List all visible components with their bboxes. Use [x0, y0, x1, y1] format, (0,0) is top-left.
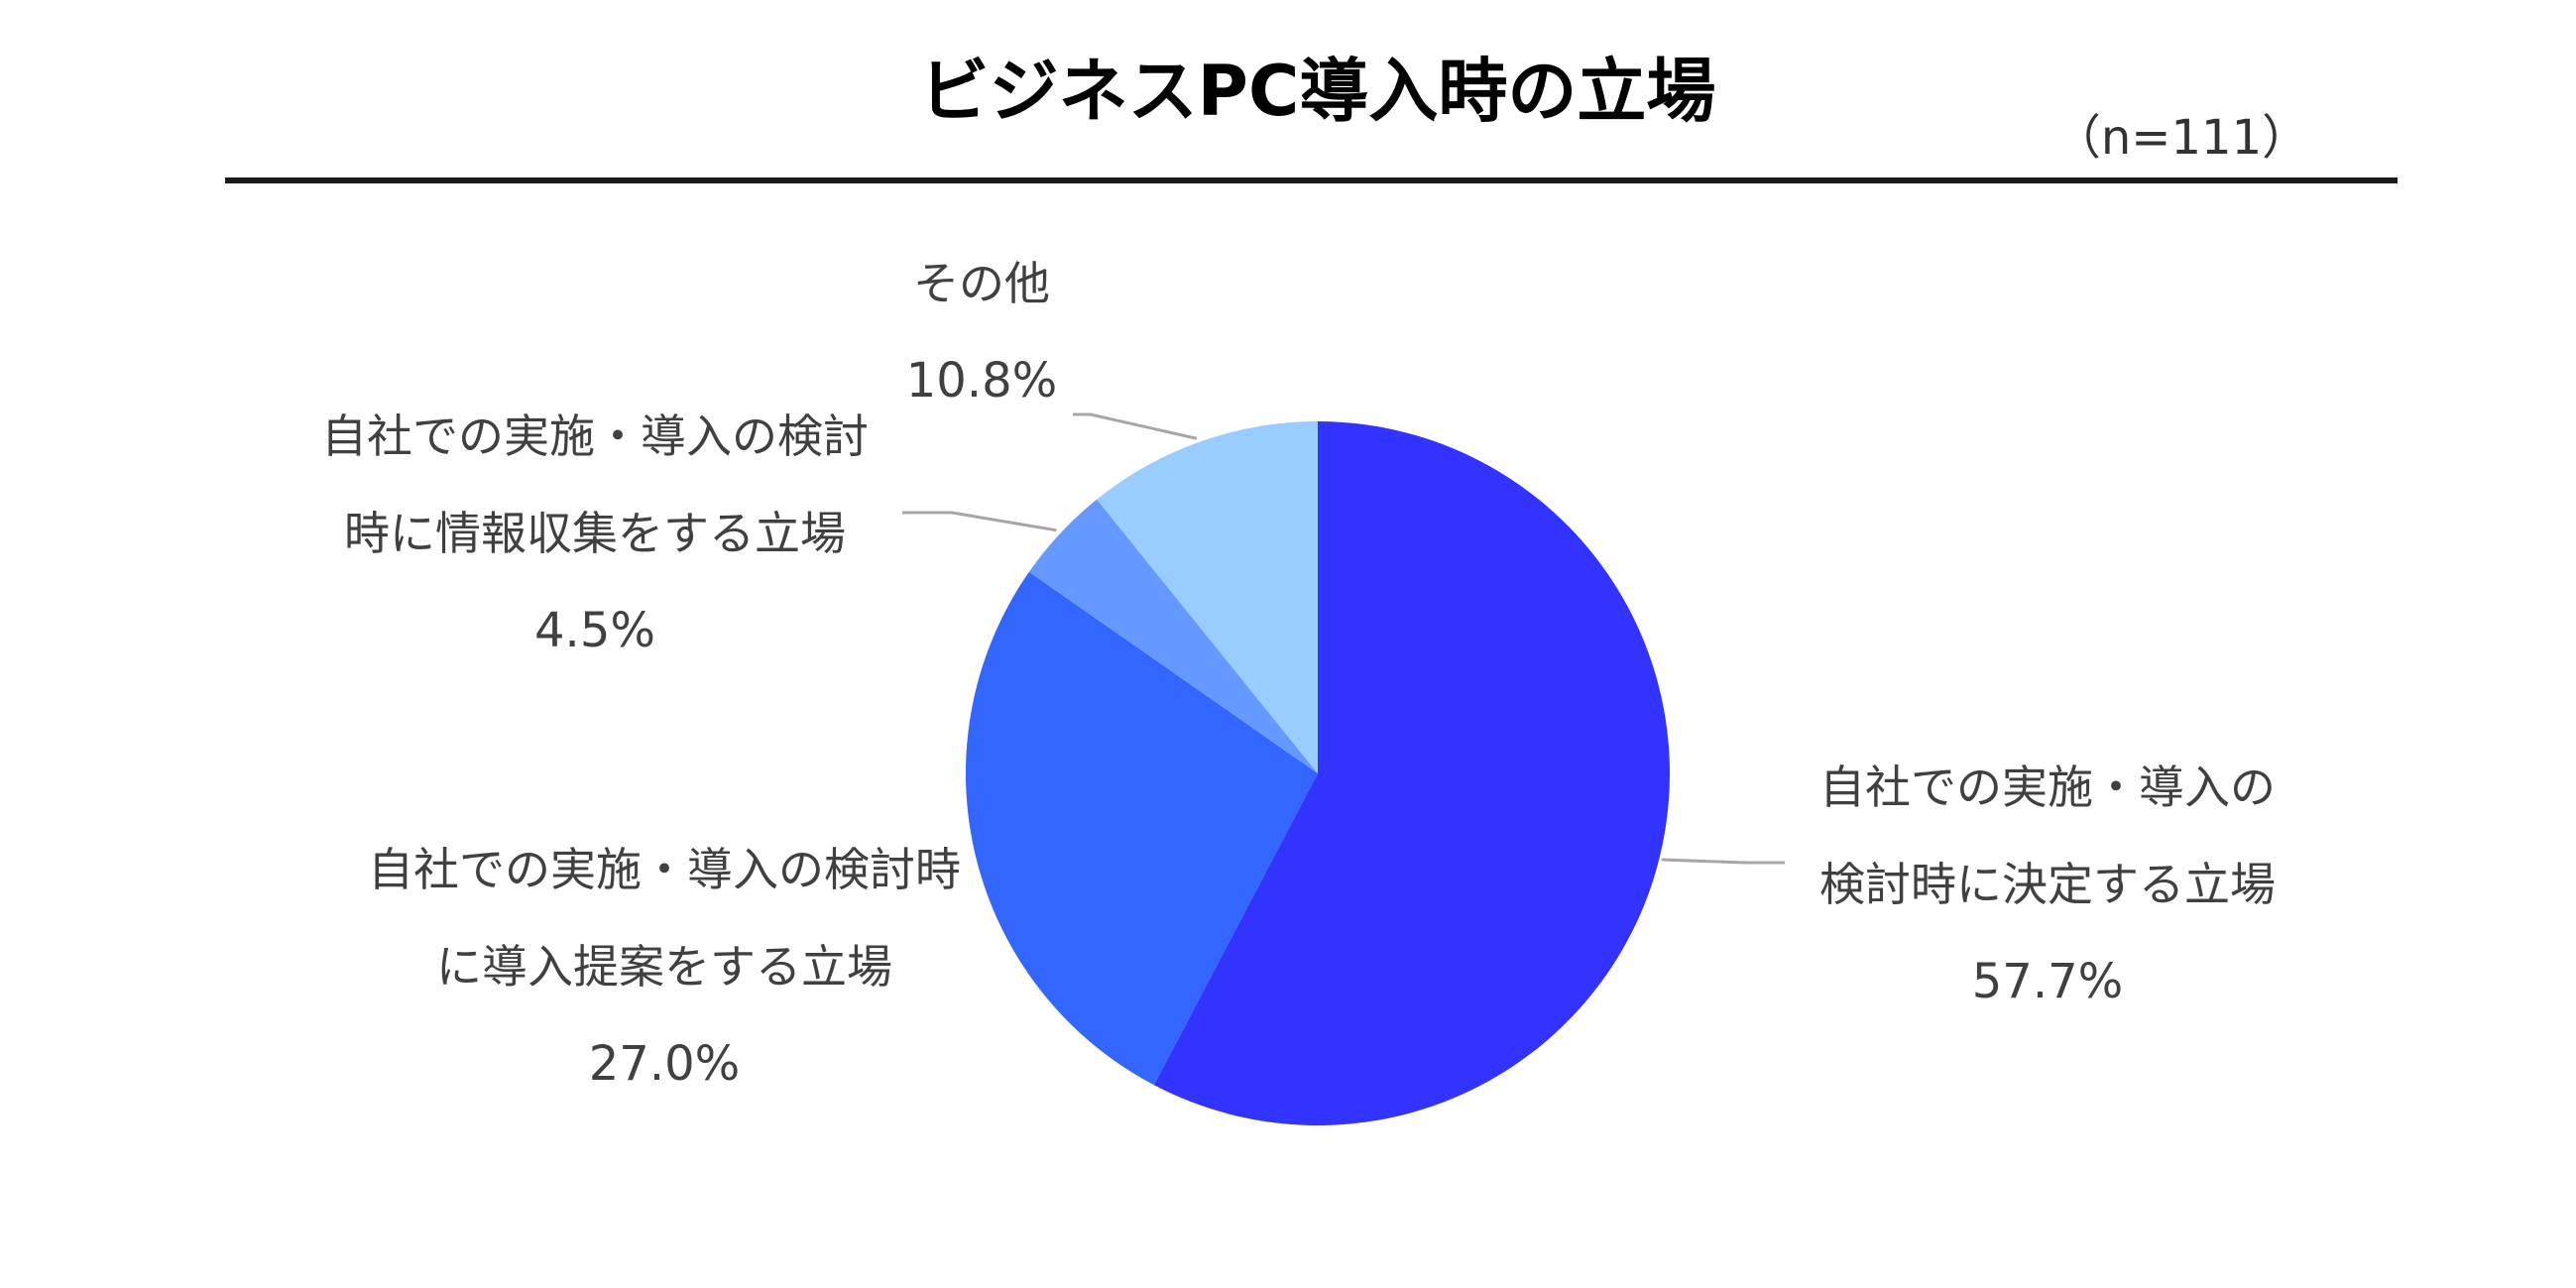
- slice-label-1-line-2: 検討時に決定する立場: [1819, 858, 2276, 911]
- pie-slice-4: [1097, 421, 1318, 773]
- slice-label-3-line-1: 自社での実施・導入の検討: [321, 410, 869, 463]
- slice-value-label-2: 27.0%: [589, 1036, 740, 1092]
- pie-slices: [965, 421, 1671, 1125]
- pie-slice-3: [1028, 499, 1318, 773]
- slice-label-1-line-1: 自社での実施・導入の: [1819, 761, 2276, 814]
- slice-label-2-line-2: に導入提案をする立場: [436, 940, 892, 994]
- slice-value-label-1: 57.7%: [1972, 954, 2123, 1009]
- leader-line-1: [1661, 858, 1785, 865]
- leader-lines: [902, 412, 1785, 865]
- leader-line-3: [902, 511, 1057, 532]
- pie-slice-2: [965, 571, 1318, 1086]
- chart-title: ビジネスPC導入時の立場: [920, 51, 1716, 132]
- slice-label-3-line-2: 時に情報収集をする立場: [344, 507, 846, 560]
- slice-value-label-3: 4.5%: [534, 603, 655, 658]
- leader-line-4: [1073, 412, 1198, 440]
- slice-value-label-4: 10.8%: [906, 353, 1057, 409]
- slice-label-2-line-1: 自社での実施・導入の検討時: [368, 843, 961, 896]
- sample-size: （n=111）: [2053, 110, 2309, 166]
- slice-label-4-line-1: その他: [913, 257, 1050, 310]
- pie-slice-1: [1153, 421, 1671, 1125]
